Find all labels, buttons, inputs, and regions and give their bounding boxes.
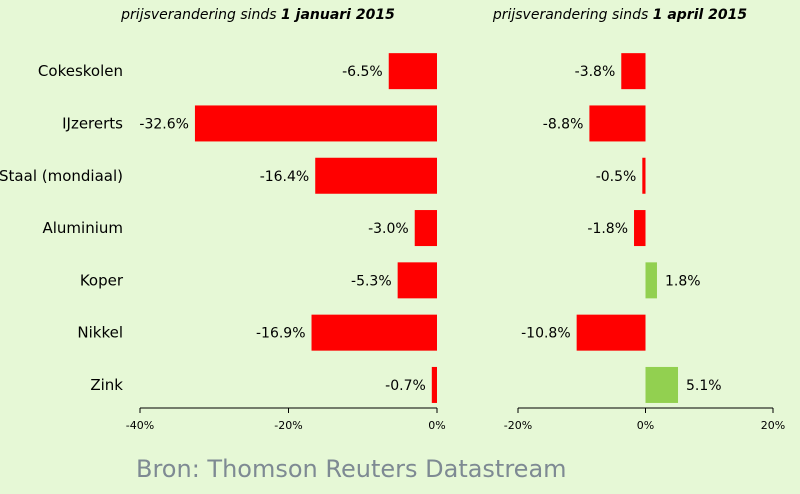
data-label: -6.5% [342,64,383,80]
x-tick-label: -40% [126,419,154,432]
bar [315,157,437,194]
data-label: 5.1% [686,378,722,394]
bar [576,314,646,351]
x-tick-label: 0% [637,419,654,432]
category-label: Koper [80,271,124,289]
category-label: Nikkel [77,324,123,342]
bar [388,53,437,90]
data-label: -3.8% [575,64,616,80]
bar [431,366,437,403]
category-label: Cokeskolen [38,62,123,80]
data-label: 1.8% [665,273,701,289]
bar [634,210,646,247]
data-label: -10.8% [521,326,571,342]
category-label: Zink [90,376,123,394]
x-tick-label: -20% [504,419,532,432]
bar [397,262,437,299]
source-note: Bron: Thomson Reuters Datastream [136,455,567,483]
data-label: -0.7% [385,378,426,394]
bar [645,366,679,403]
x-tick-label: 0% [428,419,445,432]
category-label: Staal (mondiaal) [0,167,123,185]
data-label: -0.5% [596,169,637,185]
bar [414,210,437,247]
bar [311,314,437,351]
category-label: Aluminium [42,219,123,237]
bar [194,105,437,142]
data-label: -32.6% [139,116,189,132]
bar [589,105,646,142]
bar [642,157,646,194]
chart-title: prijsverandering sinds 1 april 2015 [492,7,748,23]
chart-title: prijsverandering sinds 1 januari 2015 [120,7,395,23]
data-label: -1.8% [587,221,628,237]
data-label: -16.9% [256,326,306,342]
x-tick-label: 20% [761,419,785,432]
x-tick-label: -20% [274,419,302,432]
category-label: IJzererts [62,114,123,132]
data-label: -8.8% [543,116,584,132]
bar [645,262,657,299]
data-label: -5.3% [351,273,392,289]
data-label: -16.4% [260,169,310,185]
bar [621,53,646,90]
data-label: -3.0% [368,221,409,237]
